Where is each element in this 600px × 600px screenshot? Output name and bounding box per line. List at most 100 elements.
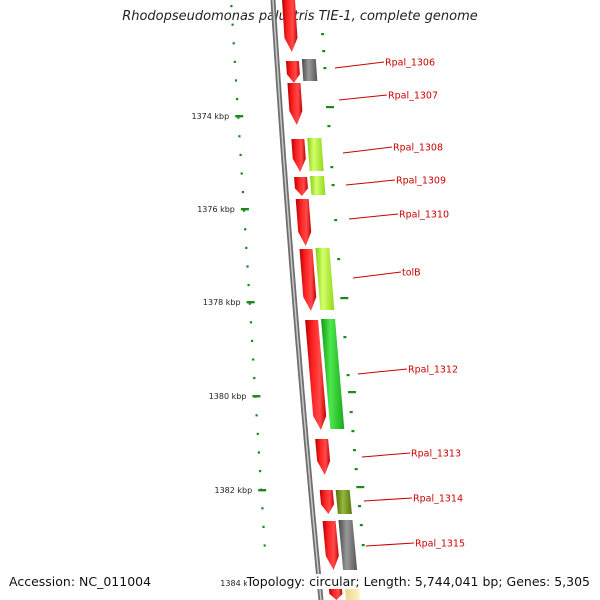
outer-tick <box>361 544 365 547</box>
outer-tick <box>322 50 326 53</box>
minor-tick <box>244 228 247 231</box>
minor-tick <box>248 302 251 305</box>
minor-tick <box>237 116 240 119</box>
minor-tick <box>241 191 244 194</box>
tick-label: 1374 kbp <box>191 112 229 121</box>
backbone-highlight <box>272 0 322 600</box>
minor-tick <box>253 377 256 380</box>
minor-tick <box>255 414 258 417</box>
minor-tick <box>251 339 254 342</box>
tick-label: 1378 kbp <box>203 298 241 307</box>
outer-tick <box>331 184 335 187</box>
gene-leader-line <box>334 61 385 69</box>
outer-tick <box>346 374 350 377</box>
major-tick <box>235 115 244 118</box>
outer-tick <box>348 391 356 394</box>
outer-tick <box>340 297 349 300</box>
gene-label: Rpal_1307 <box>388 91 438 102</box>
minor-tick <box>246 265 249 268</box>
gene-label: Rpal_1314 <box>413 494 463 505</box>
gene-label: tolB <box>402 268 421 279</box>
outer-tick <box>323 67 327 70</box>
gene-arrow <box>315 439 331 475</box>
outer-tick <box>343 336 347 339</box>
gene-arrow <box>307 138 324 171</box>
outer-tick <box>337 258 341 261</box>
outer-tick <box>356 486 365 489</box>
outer-tick <box>330 166 334 169</box>
minor-tick <box>242 209 246 212</box>
minor-tick <box>239 153 242 156</box>
minor-tick <box>232 42 235 45</box>
gene-leader-line <box>363 497 413 502</box>
minor-tick <box>263 544 266 547</box>
gene-label: Rpal_1312 <box>408 365 458 376</box>
tick-label: 1380 kbp <box>209 392 247 401</box>
gene-label: Rpal_1308 <box>393 143 443 154</box>
gene-arrow <box>301 59 318 81</box>
outer-tick <box>327 125 331 128</box>
minor-tick <box>247 284 250 287</box>
outer-tick <box>359 524 363 527</box>
gene-leader-line <box>361 452 411 458</box>
map-title: Rhodopseudomonas palustris TIE-1, comple… <box>122 9 478 24</box>
gene-label: Rpal_1310 <box>399 210 449 221</box>
gene-leader-line <box>342 146 393 154</box>
minor-tick <box>256 432 259 435</box>
major-tick <box>246 301 255 304</box>
minor-tick <box>240 172 243 175</box>
minor-tick <box>261 507 264 510</box>
minor-tick <box>233 60 236 63</box>
gene-arrow <box>310 176 326 195</box>
outer-tick <box>351 430 355 433</box>
minor-tick <box>231 23 234 26</box>
gene-arrow <box>344 588 360 600</box>
minor-tick <box>262 525 265 528</box>
minor-tick <box>234 79 238 82</box>
gene-arrow <box>335 490 352 514</box>
minor-tick <box>259 470 262 473</box>
gene-leader-line <box>357 368 408 375</box>
outer-tick <box>326 106 334 109</box>
minor-tick <box>230 5 233 8</box>
minor-tick <box>238 135 241 138</box>
gene-leader-line <box>352 271 402 279</box>
gene-arrow <box>295 199 312 246</box>
gene-leader-line <box>365 542 415 547</box>
tick-label: 1376 kbp <box>197 205 235 214</box>
gene-arrow <box>299 249 317 311</box>
outer-tick <box>358 505 362 508</box>
minor-tick <box>249 321 252 324</box>
accession-text: Accession: NC_011004 <box>9 574 152 589</box>
outer-tick <box>353 449 356 452</box>
gene-arrow <box>338 520 358 570</box>
gene-arrow <box>291 139 306 172</box>
outer-tick <box>321 33 325 36</box>
gene-arrow <box>282 0 298 52</box>
gene-arrow <box>322 521 339 570</box>
gene-arrow <box>294 177 308 196</box>
major-tick <box>240 208 249 211</box>
minor-tick <box>245 246 248 249</box>
gene-label: Rpal_1313 <box>411 449 461 460</box>
gene-arrow <box>305 320 327 430</box>
topology-text: Topology: circular; Length: 5,744,041 bp… <box>246 574 590 589</box>
gene-leader-line <box>338 94 388 101</box>
major-tick <box>252 395 261 398</box>
gene-leader-line <box>348 213 399 220</box>
gene-arrow <box>321 319 345 429</box>
minor-tick <box>236 98 239 101</box>
gene-label: Rpal_1309 <box>396 176 446 187</box>
gene-arrow <box>319 490 335 514</box>
minor-tick <box>257 451 260 454</box>
gene-arrow <box>315 248 335 310</box>
tick-label: 1384 kbp <box>220 579 258 588</box>
gene-arrow <box>287 83 303 125</box>
gene-arrow <box>285 61 300 83</box>
outer-tick <box>349 411 353 414</box>
minor-tick <box>252 358 255 361</box>
outer-tick <box>334 219 338 222</box>
gene-leader-line <box>345 179 396 186</box>
gene-label: Rpal_1315 <box>415 539 465 550</box>
